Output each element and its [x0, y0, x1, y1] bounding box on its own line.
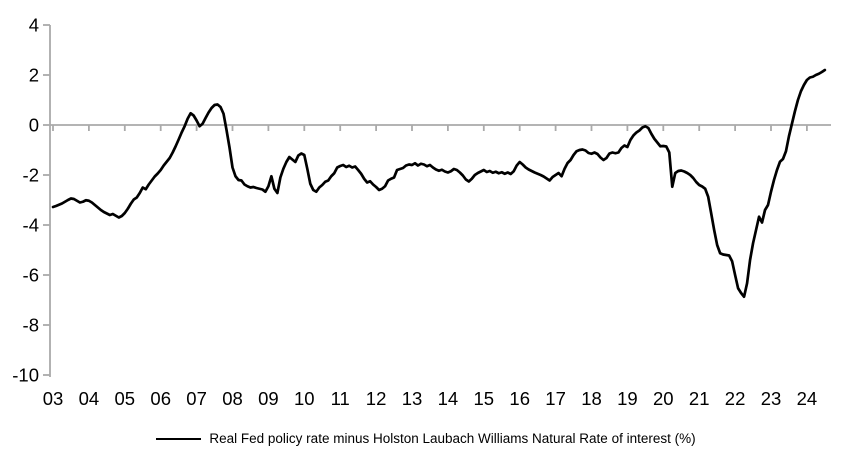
x-axis-label: 09 [258, 388, 279, 409]
x-axis-label: 11 [331, 388, 350, 409]
x-axis-label: 21 [689, 388, 710, 409]
y-axis-label: -4 [23, 215, 39, 236]
x-axis-label: 17 [545, 388, 566, 409]
x-axis-label: 23 [761, 388, 782, 409]
y-axis-label: 2 [29, 65, 39, 86]
x-axis-label: 18 [581, 388, 602, 409]
y-axis-label: -10 [12, 365, 39, 386]
x-axis-label: 14 [438, 388, 459, 409]
x-axis-label: 19 [617, 388, 638, 409]
x-axis-label: 12 [366, 388, 387, 409]
y-axis-label: 0 [29, 115, 39, 136]
x-axis-label: 24 [797, 388, 818, 409]
legend: Real Fed policy rate minus Holston Lauba… [0, 431, 852, 446]
legend-label: Real Fed policy rate minus Holston Lauba… [209, 431, 696, 446]
y-axis-label: -8 [23, 315, 39, 336]
x-axis-label: 04 [79, 388, 100, 409]
x-axis-label: 13 [402, 388, 423, 409]
x-axis-label: 22 [725, 388, 746, 409]
y-axis-label: 4 [29, 15, 39, 36]
x-axis-label: 06 [150, 388, 171, 409]
series-line [51, 68, 827, 299]
x-axis-label: 08 [222, 388, 243, 409]
x-axis-label: 16 [509, 388, 530, 409]
x-axis-label: 05 [115, 388, 136, 409]
x-axis-label: 15 [474, 388, 495, 409]
y-axis-label: -2 [23, 165, 39, 186]
x-axis-label: 20 [653, 388, 674, 409]
x-axis-label: 03 [43, 388, 64, 409]
y-axis-label: -6 [23, 265, 39, 286]
legend-line-swatch [156, 437, 202, 440]
x-axis-label: 07 [186, 388, 207, 409]
x-axis-label: 10 [294, 388, 315, 409]
